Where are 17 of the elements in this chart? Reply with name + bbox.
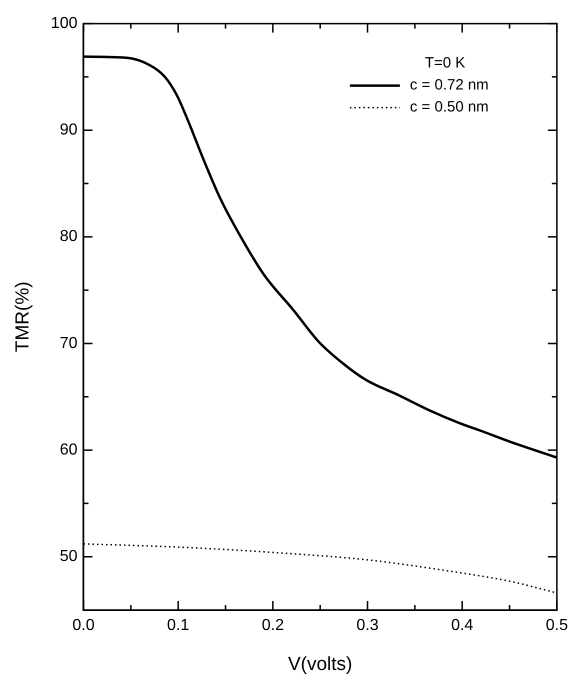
y-tick-label: 100 xyxy=(50,15,78,32)
y-tick-label: 90 xyxy=(60,122,78,139)
legend-label: c = 0.50 nm xyxy=(410,98,489,116)
x-tick-label: 0.2 xyxy=(262,617,284,634)
x-tick-label: 0.5 xyxy=(546,617,568,634)
y-tick-label: 80 xyxy=(60,228,78,246)
x-axis-title: V(volts) xyxy=(288,654,352,675)
x-tick-label: 0.4 xyxy=(451,617,474,634)
legend-label: c = 0.72 nm xyxy=(410,76,489,94)
x-tick-label: 0.0 xyxy=(72,617,95,634)
x-tick-label: 0.1 xyxy=(167,617,190,634)
y-axis-title: TMR(%) xyxy=(12,281,34,352)
legend-title: T=0 K xyxy=(424,54,466,72)
y-tick-label: 50 xyxy=(60,548,78,566)
x-tick-label: 0.3 xyxy=(356,617,379,634)
y-tick-label: 70 xyxy=(60,334,78,352)
y-tick-label: 60 xyxy=(60,441,78,458)
